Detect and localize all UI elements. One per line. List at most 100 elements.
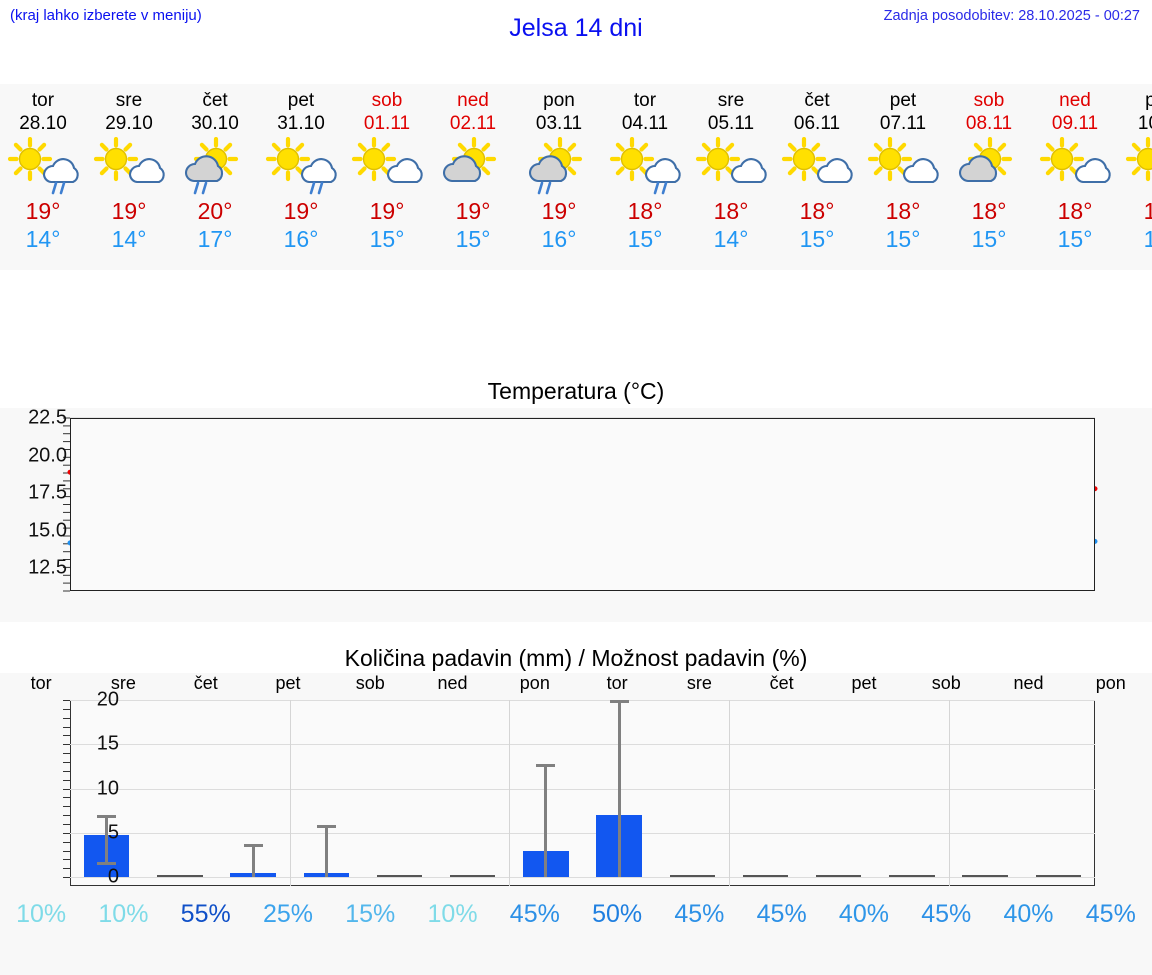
temperature-y-axis-label: 17.5 [28, 481, 67, 504]
day-date-label: 03.11 [535, 113, 583, 134]
max-temperature-label: 19° [283, 198, 319, 224]
day-column[interactable]: čet 30.10 20° 17° [172, 84, 258, 270]
precipitation-y-axis-tick [63, 832, 70, 834]
precipitation-error-bar [105, 815, 109, 863]
precipitation-probability-label: 40% [838, 900, 889, 928]
min-temperature-label: 15° [627, 226, 663, 252]
day-column[interactable]: pet 31.10 19° 16° [258, 84, 344, 270]
day-column[interactable]: sob 08.11 18° 15° [946, 84, 1032, 270]
precipitation-bar [449, 875, 496, 878]
precipitation-probability-label: 15% [345, 900, 396, 928]
max-temperature-label: 18° [627, 198, 663, 224]
sun-cloud-icon [860, 137, 946, 195]
precipitation-probability-label: 40% [1003, 900, 1054, 928]
max-temperature-label: 19° [541, 198, 577, 224]
precipitation-probability-label: 10% [98, 900, 149, 928]
precipitation-bar [962, 875, 1008, 878]
precipitation-gridline [70, 788, 1095, 790]
min-temperature-label: 15° [1057, 226, 1093, 252]
day-column[interactable]: sre 29.10 19° 14° [86, 84, 172, 270]
day-column[interactable]: pon 03.11 19° 16° [516, 84, 602, 270]
precipitation-day-label: ned [1013, 673, 1044, 693]
precipitation-error-cap-high [609, 700, 629, 703]
precipitation-error-cap-low [97, 862, 117, 866]
precipitation-y-axis-tick [63, 735, 70, 737]
precipitation-gridline [70, 877, 1095, 879]
precipitation-probability-label: 45% [756, 900, 807, 928]
precipitation-y-axis-tick [63, 708, 70, 710]
day-date-label: 05.11 [707, 113, 755, 134]
day-of-week-label: pon [1145, 90, 1152, 111]
day-date-label: 07.11 [879, 113, 927, 134]
page-header: (kraj lahko izberete v meniju) Jelsa 14 … [0, 0, 1152, 58]
precipitation-y-axis-label: 20 [96, 688, 119, 711]
day-of-week-label: tor [633, 90, 657, 111]
temperature-y-axis-label: 22.5 [28, 406, 67, 429]
precipitation-probability-label: 25% [262, 900, 313, 928]
min-temperature-label: 16° [541, 226, 577, 252]
sun-cloud-icon [688, 137, 774, 195]
day-column[interactable]: čet 06.11 18° 15° [774, 84, 860, 270]
precipitation-day-separator [728, 700, 730, 886]
precipitation-error-bar [544, 763, 548, 878]
precipitation-plot-frame [70, 700, 1095, 886]
precipitation-y-axis-tick [63, 859, 70, 861]
day-date-label: 28.10 [19, 113, 67, 134]
min-temperature-label: 15° [455, 226, 491, 252]
precipitation-day-label: pon [519, 673, 550, 693]
day-of-week-label: ned [457, 90, 489, 111]
precipitation-day-separator [948, 700, 950, 886]
precipitation-day-separator [289, 700, 291, 886]
page-title: Jelsa 14 dni [509, 14, 643, 42]
location-menu-hint[interactable]: (kraj lahko izberete v meniju) [10, 7, 202, 24]
cloud-sun-icon [946, 137, 1032, 195]
precipitation-y-axis-tick [63, 788, 70, 790]
day-column[interactable]: pon 10.11 18° 14° [1118, 84, 1152, 270]
day-column[interactable]: sre 05.11 18° 14° [688, 84, 774, 270]
precipitation-gridline [70, 744, 1095, 746]
day-of-week-label: pet [889, 90, 917, 111]
precipitation-y-axis-tick [63, 824, 70, 825]
max-temperature-label: 18° [1057, 198, 1093, 224]
day-column[interactable]: sob 01.11 19° 15° [344, 84, 430, 270]
precipitation-day-label: pon [1095, 673, 1126, 693]
precipitation-y-axis-tick [63, 770, 70, 772]
precipitation-bar [157, 875, 203, 878]
min-temperature-label: 15° [885, 226, 921, 252]
precipitation-y-axis-tick [63, 744, 70, 746]
day-of-week-label: čet [202, 90, 228, 111]
day-date-label: 04.11 [621, 113, 669, 134]
precipitation-probability-label: 45% [921, 900, 972, 928]
precipitation-error-cap-high [243, 844, 263, 848]
precipitation-error-cap-high [316, 824, 336, 828]
day-column[interactable]: ned 02.11 19° 15° [430, 84, 516, 270]
day-of-week-label: sre [115, 90, 143, 111]
max-temperature-label: 18° [885, 198, 921, 224]
precipitation-day-label: sre [110, 673, 136, 693]
min-temperature-label: 16° [283, 226, 319, 252]
min-temperature-label: 14° [111, 226, 147, 252]
precipitation-y-axis-label: 0 [107, 865, 119, 888]
precipitation-day-separator [509, 700, 511, 886]
day-column[interactable]: tor 28.10 19° 14° [0, 84, 86, 270]
precipitation-y-axis-label: 15 [96, 732, 119, 755]
day-column[interactable]: tor 04.11 18° 15° [602, 84, 688, 270]
max-temperature-label: 18° [971, 198, 1007, 224]
sun-cloud-icon [1118, 137, 1152, 195]
day-column[interactable]: pet 07.11 18° 15° [860, 84, 946, 270]
precipitation-chart-section: Količina padavin (mm) / Možnost padavin … [0, 645, 1152, 975]
max-temperature-label: 20° [197, 198, 233, 224]
day-date-label: 08.11 [965, 113, 1013, 134]
sun-cloud-icon [774, 137, 860, 195]
day-column[interactable]: ned 09.11 18° 15° [1032, 84, 1118, 270]
precipitation-day-label: tor [30, 673, 52, 693]
precipitation-y-axis-label: 10 [96, 777, 119, 800]
precipitation-y-axis-label: 5 [107, 821, 119, 844]
precipitation-error-bar [251, 844, 255, 878]
precipitation-y-axis-tick [63, 797, 70, 799]
day-date-label: 29.10 [105, 113, 153, 134]
precipitation-y-axis-tick [63, 841, 70, 843]
precipitation-y-axis-tick [63, 762, 70, 763]
min-temperature-label: 14° [25, 226, 61, 252]
precipitation-day-labels: tor sre čet pet sob ned pon tor sre čet pet sob ned p… [0, 673, 1152, 699]
